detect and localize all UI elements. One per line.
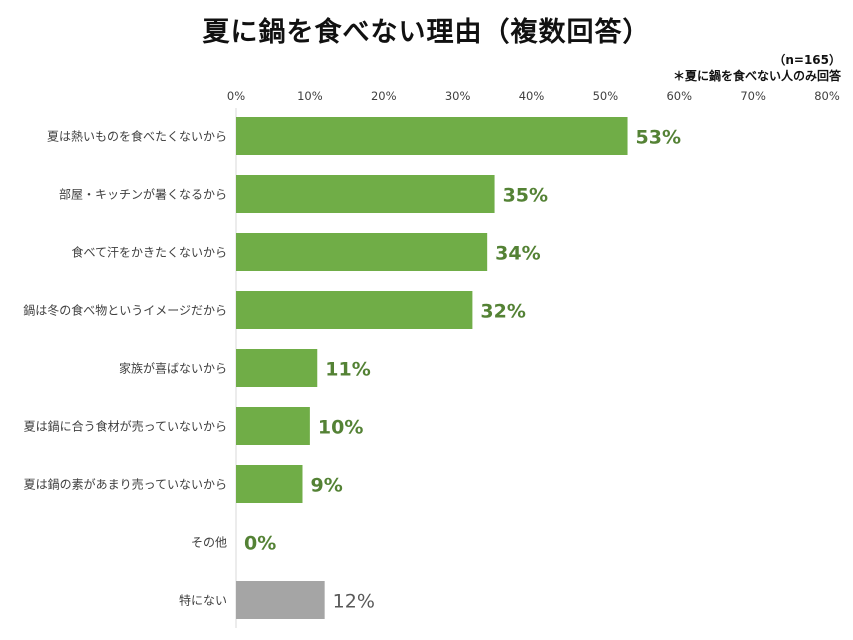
x-tick-label: 10% — [297, 89, 323, 103]
x-tick-label: 50% — [593, 89, 619, 103]
sample-size-note: （n=165） — [773, 53, 841, 67]
category-label: 夏は熱いものを食べたくないから — [47, 129, 227, 144]
value-label: 9% — [310, 475, 342, 497]
value-label: 10% — [318, 417, 363, 439]
bar — [236, 291, 473, 329]
chart-title: 夏に鍋を食べない理由（複数回答） — [202, 17, 651, 48]
bar — [236, 175, 495, 213]
category-label: 家族が喜ばないから — [119, 361, 227, 376]
x-tick-label: 40% — [519, 89, 545, 103]
bar — [236, 117, 628, 155]
x-tick-label: 30% — [445, 89, 471, 103]
category-label: 部屋・キッチンが暑くなるから — [59, 187, 227, 202]
category-label: 食べて汗をかきたくないから — [71, 245, 227, 260]
bar — [236, 581, 325, 619]
value-label: 12% — [333, 591, 375, 613]
value-label: 35% — [503, 185, 548, 207]
value-label: 32% — [480, 301, 525, 323]
value-label: 11% — [325, 359, 370, 381]
value-label: 0% — [244, 533, 276, 555]
category-label: その他 — [191, 536, 227, 550]
x-tick-label: 20% — [371, 89, 397, 103]
bar — [236, 349, 318, 387]
value-label: 34% — [495, 243, 540, 265]
respondent-note: ＊夏に鍋を食べない人のみ回答 — [672, 69, 841, 83]
category-label: 特にない — [179, 593, 227, 608]
value-label: 53% — [636, 127, 681, 149]
category-label: 夏は鍋の素があまり売っていないから — [24, 477, 227, 492]
bar — [236, 407, 310, 445]
category-label: 鍋は冬の食べ物というイメージだから — [23, 303, 227, 318]
bar — [236, 465, 303, 503]
x-tick-label: 80% — [814, 89, 840, 103]
category-label: 夏は鍋に合う食材が売っていないから — [24, 419, 227, 434]
x-tick-label: 0% — [227, 89, 245, 103]
x-tick-label: 70% — [740, 89, 766, 103]
x-tick-label: 60% — [666, 89, 692, 103]
bar — [236, 233, 488, 271]
